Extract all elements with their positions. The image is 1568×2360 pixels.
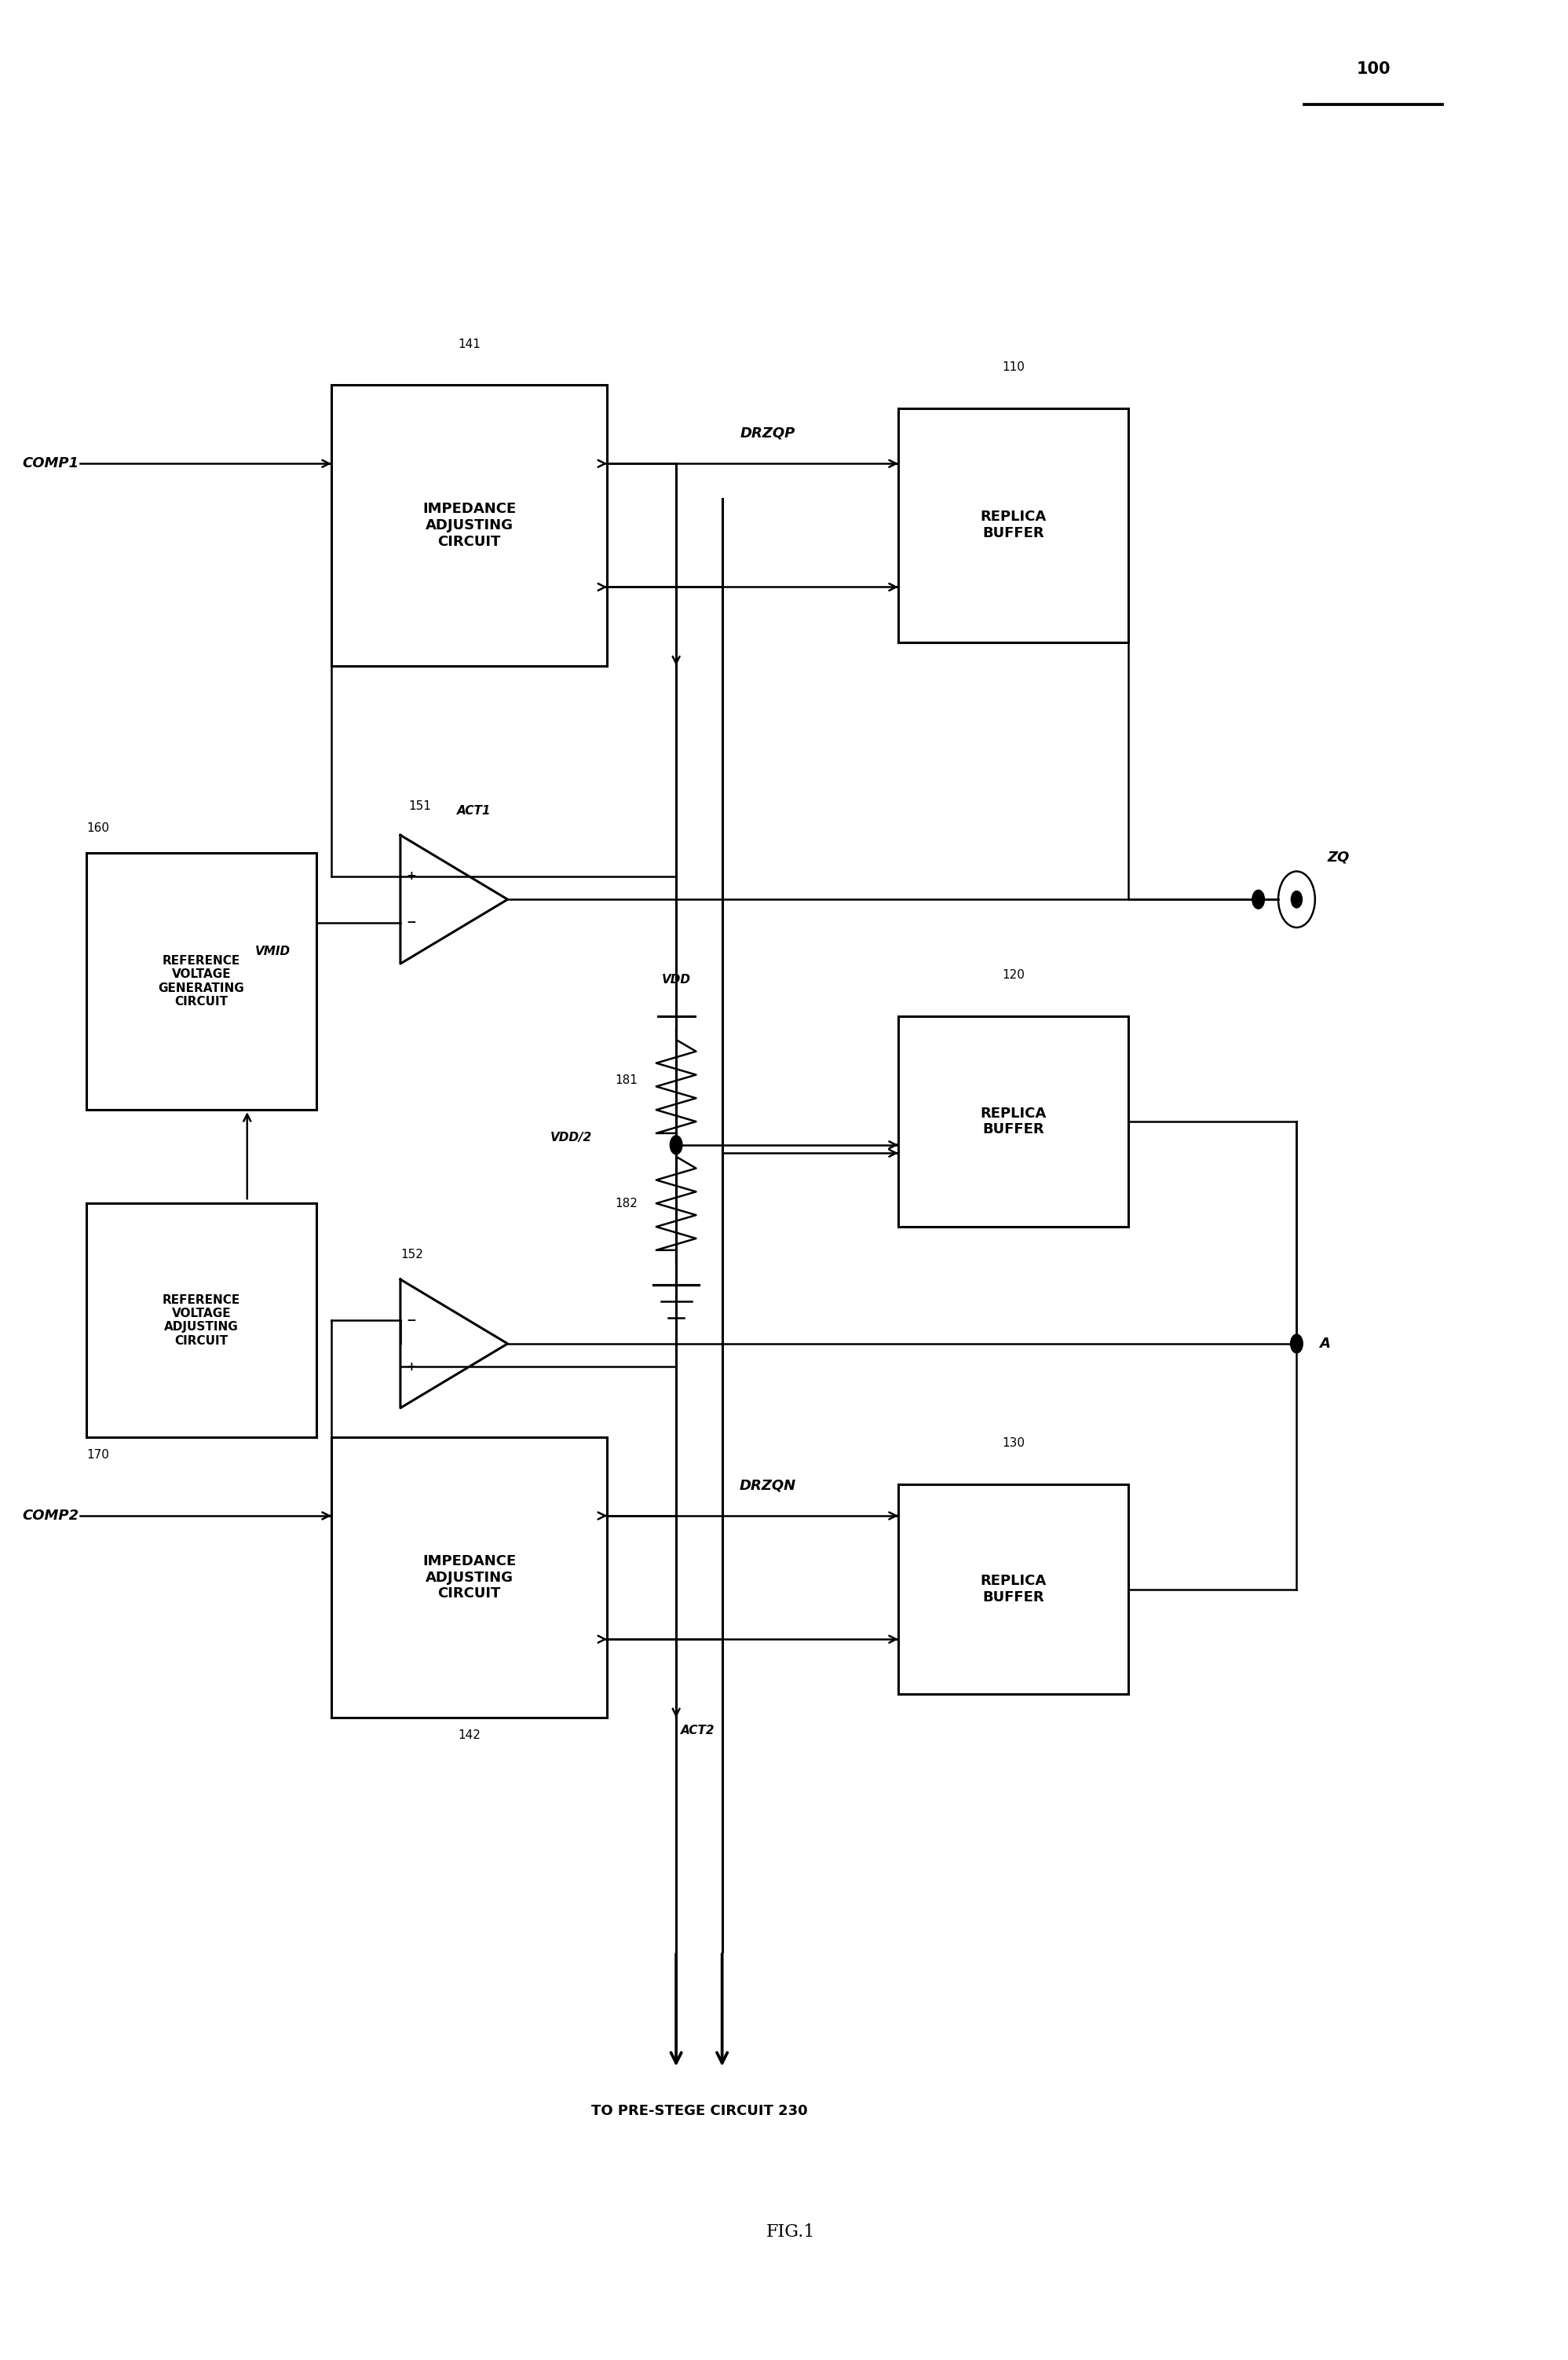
Text: TO PRE-STEGE CIRCUIT 230: TO PRE-STEGE CIRCUIT 230 [591, 2103, 808, 2117]
Circle shape [670, 1135, 682, 1154]
Text: ACT1: ACT1 [456, 805, 491, 817]
Text: REPLICA
BUFFER: REPLICA BUFFER [980, 510, 1046, 540]
Bar [898, 408, 1127, 642]
Text: VDD: VDD [662, 975, 690, 986]
Text: REFERENCE
VOLTAGE
ADJUSTING
CIRCUIT: REFERENCE VOLTAGE ADJUSTING CIRCUIT [162, 1293, 240, 1348]
Text: DRZQN: DRZQN [740, 1477, 797, 1492]
Text: IMPEDANCE
ADJUSTING
CIRCUIT: IMPEDANCE ADJUSTING CIRCUIT [422, 1555, 516, 1600]
Text: ZQ: ZQ [1327, 850, 1350, 864]
Circle shape [1290, 892, 1301, 909]
Text: 142: 142 [458, 1730, 481, 1742]
Circle shape [1253, 890, 1264, 909]
Text: REPLICA
BUFFER: REPLICA BUFFER [980, 1107, 1046, 1138]
Text: 141: 141 [458, 337, 481, 349]
Text: 120: 120 [1002, 970, 1024, 982]
Bar [898, 1017, 1127, 1227]
Circle shape [1290, 1333, 1303, 1352]
Text: COMP2: COMP2 [22, 1508, 78, 1522]
Text: COMP1: COMP1 [22, 455, 78, 470]
Text: −: − [406, 1315, 417, 1326]
Bar [86, 852, 317, 1109]
Text: 100: 100 [1356, 61, 1391, 78]
Text: 182: 182 [615, 1197, 638, 1208]
Text: 151: 151 [408, 800, 431, 812]
Text: VDD/2: VDD/2 [550, 1133, 591, 1145]
Text: FIG.1: FIG.1 [767, 2223, 815, 2242]
Text: REFERENCE
VOLTAGE
GENERATING
CIRCUIT: REFERENCE VOLTAGE GENERATING CIRCUIT [158, 956, 245, 1008]
Text: 152: 152 [401, 1248, 423, 1260]
Text: ACT2: ACT2 [681, 1725, 715, 1737]
Bar [331, 385, 607, 666]
Text: 160: 160 [86, 821, 110, 833]
Text: REPLICA
BUFFER: REPLICA BUFFER [980, 1574, 1046, 1605]
Text: IMPEDANCE
ADJUSTING
CIRCUIT: IMPEDANCE ADJUSTING CIRCUIT [422, 503, 516, 550]
Text: −: − [406, 916, 417, 927]
Text: A: A [1320, 1336, 1331, 1350]
Text: DRZQP: DRZQP [740, 427, 795, 441]
Bar [331, 1437, 607, 1718]
Text: +: + [406, 871, 417, 883]
Text: 130: 130 [1002, 1437, 1024, 1449]
Text: VMID: VMID [256, 946, 290, 958]
Text: 170: 170 [86, 1449, 108, 1461]
Bar [898, 1484, 1127, 1694]
Bar [86, 1204, 317, 1437]
Text: 110: 110 [1002, 361, 1024, 373]
Text: +: + [406, 1362, 417, 1374]
Text: 181: 181 [615, 1074, 638, 1086]
